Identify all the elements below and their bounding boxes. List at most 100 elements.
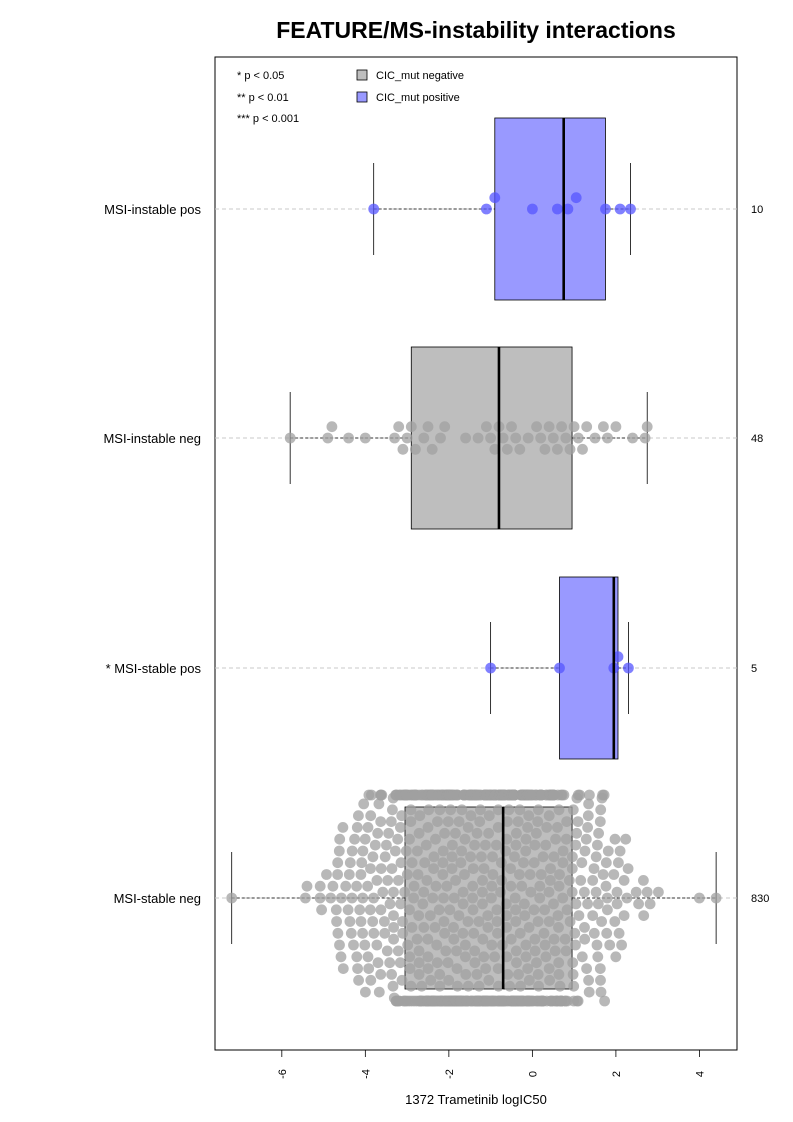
data-point <box>353 974 364 986</box>
data-point <box>340 880 352 892</box>
data-point <box>510 839 522 851</box>
data-point <box>375 969 387 980</box>
data-point <box>368 927 380 939</box>
data-point <box>428 863 439 874</box>
data-point <box>431 939 443 951</box>
data-point <box>571 827 583 839</box>
data-point <box>367 916 379 927</box>
groups: MSI-instable pos 10 MSI-instable neg 48 * MS… <box>103 117 769 1007</box>
data-point <box>513 969 524 980</box>
data-point <box>451 945 462 957</box>
data-point <box>510 904 521 916</box>
x-tick-label: 4 <box>694 1071 706 1077</box>
data-point <box>566 886 578 898</box>
chart-title: FEATURE/MS-instability interactions <box>276 17 676 43</box>
data-point <box>438 892 449 904</box>
data-point <box>397 443 409 455</box>
data-point <box>511 957 522 969</box>
data-point <box>583 798 594 810</box>
data-point <box>540 951 552 963</box>
data-point <box>388 886 399 898</box>
data-point <box>343 432 354 444</box>
data-point <box>594 963 606 974</box>
data-point <box>589 432 601 444</box>
data-point <box>405 421 417 433</box>
data-point <box>531 957 542 969</box>
data-point <box>467 892 478 904</box>
data-point <box>355 869 367 880</box>
data-point <box>489 192 501 204</box>
data-point <box>574 789 586 801</box>
points <box>485 651 634 674</box>
data-point <box>582 810 594 822</box>
data-point <box>335 951 347 963</box>
data-point <box>579 933 591 945</box>
data-point <box>570 839 582 851</box>
data-point <box>623 662 634 674</box>
data-point <box>592 951 604 963</box>
data-point <box>602 904 613 916</box>
data-point <box>609 916 621 927</box>
data-point <box>427 892 439 904</box>
data-point <box>600 203 611 215</box>
data-point <box>383 827 394 839</box>
points <box>284 421 653 455</box>
data-point <box>584 789 595 801</box>
data-point <box>552 822 563 833</box>
data-point <box>332 869 343 880</box>
data-point <box>486 880 498 892</box>
data-point <box>344 916 356 927</box>
data-point <box>445 804 456 816</box>
group-label: MSI-stable neg <box>114 891 201 906</box>
sig-legend-3: *** p < 0.001 <box>237 113 299 125</box>
data-point <box>393 875 404 886</box>
data-point <box>422 421 434 433</box>
x-tick-label: -2 <box>444 1069 456 1079</box>
data-point <box>375 904 387 916</box>
legend: * p < 0.05 ** p < 0.01 *** p < 0.001 CIC… <box>237 69 464 125</box>
data-point <box>455 857 467 869</box>
data-point <box>535 432 547 444</box>
data-point <box>372 957 384 969</box>
data-point <box>448 933 460 945</box>
data-point <box>381 945 393 957</box>
data-point <box>410 443 421 455</box>
data-point <box>710 892 722 904</box>
data-point <box>539 443 551 455</box>
data-point <box>430 880 442 892</box>
data-point <box>467 880 479 892</box>
data-point <box>575 875 587 886</box>
data-point <box>402 939 414 951</box>
data-point <box>456 804 468 816</box>
data-point <box>582 822 593 833</box>
data-point <box>541 822 553 833</box>
data-point <box>471 969 483 980</box>
data-point <box>492 963 504 974</box>
data-point <box>421 875 433 886</box>
data-point <box>553 969 565 980</box>
data-point <box>510 432 522 444</box>
data-point <box>520 951 532 963</box>
data-point <box>437 845 449 857</box>
data-point <box>570 192 582 204</box>
data-point <box>528 857 540 869</box>
data-point <box>534 892 546 904</box>
legend-swatch-positive <box>356 91 368 103</box>
data-point <box>553 922 564 933</box>
data-point <box>414 810 426 822</box>
data-point <box>482 922 494 933</box>
data-point <box>609 833 621 845</box>
data-point <box>554 980 566 992</box>
data-point <box>533 804 544 816</box>
data-point <box>440 945 452 957</box>
data-point <box>446 851 458 863</box>
data-point <box>395 898 406 910</box>
data-point <box>496 857 507 869</box>
data-point <box>413 910 425 921</box>
data-point <box>559 933 571 945</box>
data-point <box>532 916 544 927</box>
data-point <box>405 816 417 827</box>
data-point <box>467 904 479 916</box>
data-point <box>492 927 503 939</box>
data-point <box>332 857 344 869</box>
